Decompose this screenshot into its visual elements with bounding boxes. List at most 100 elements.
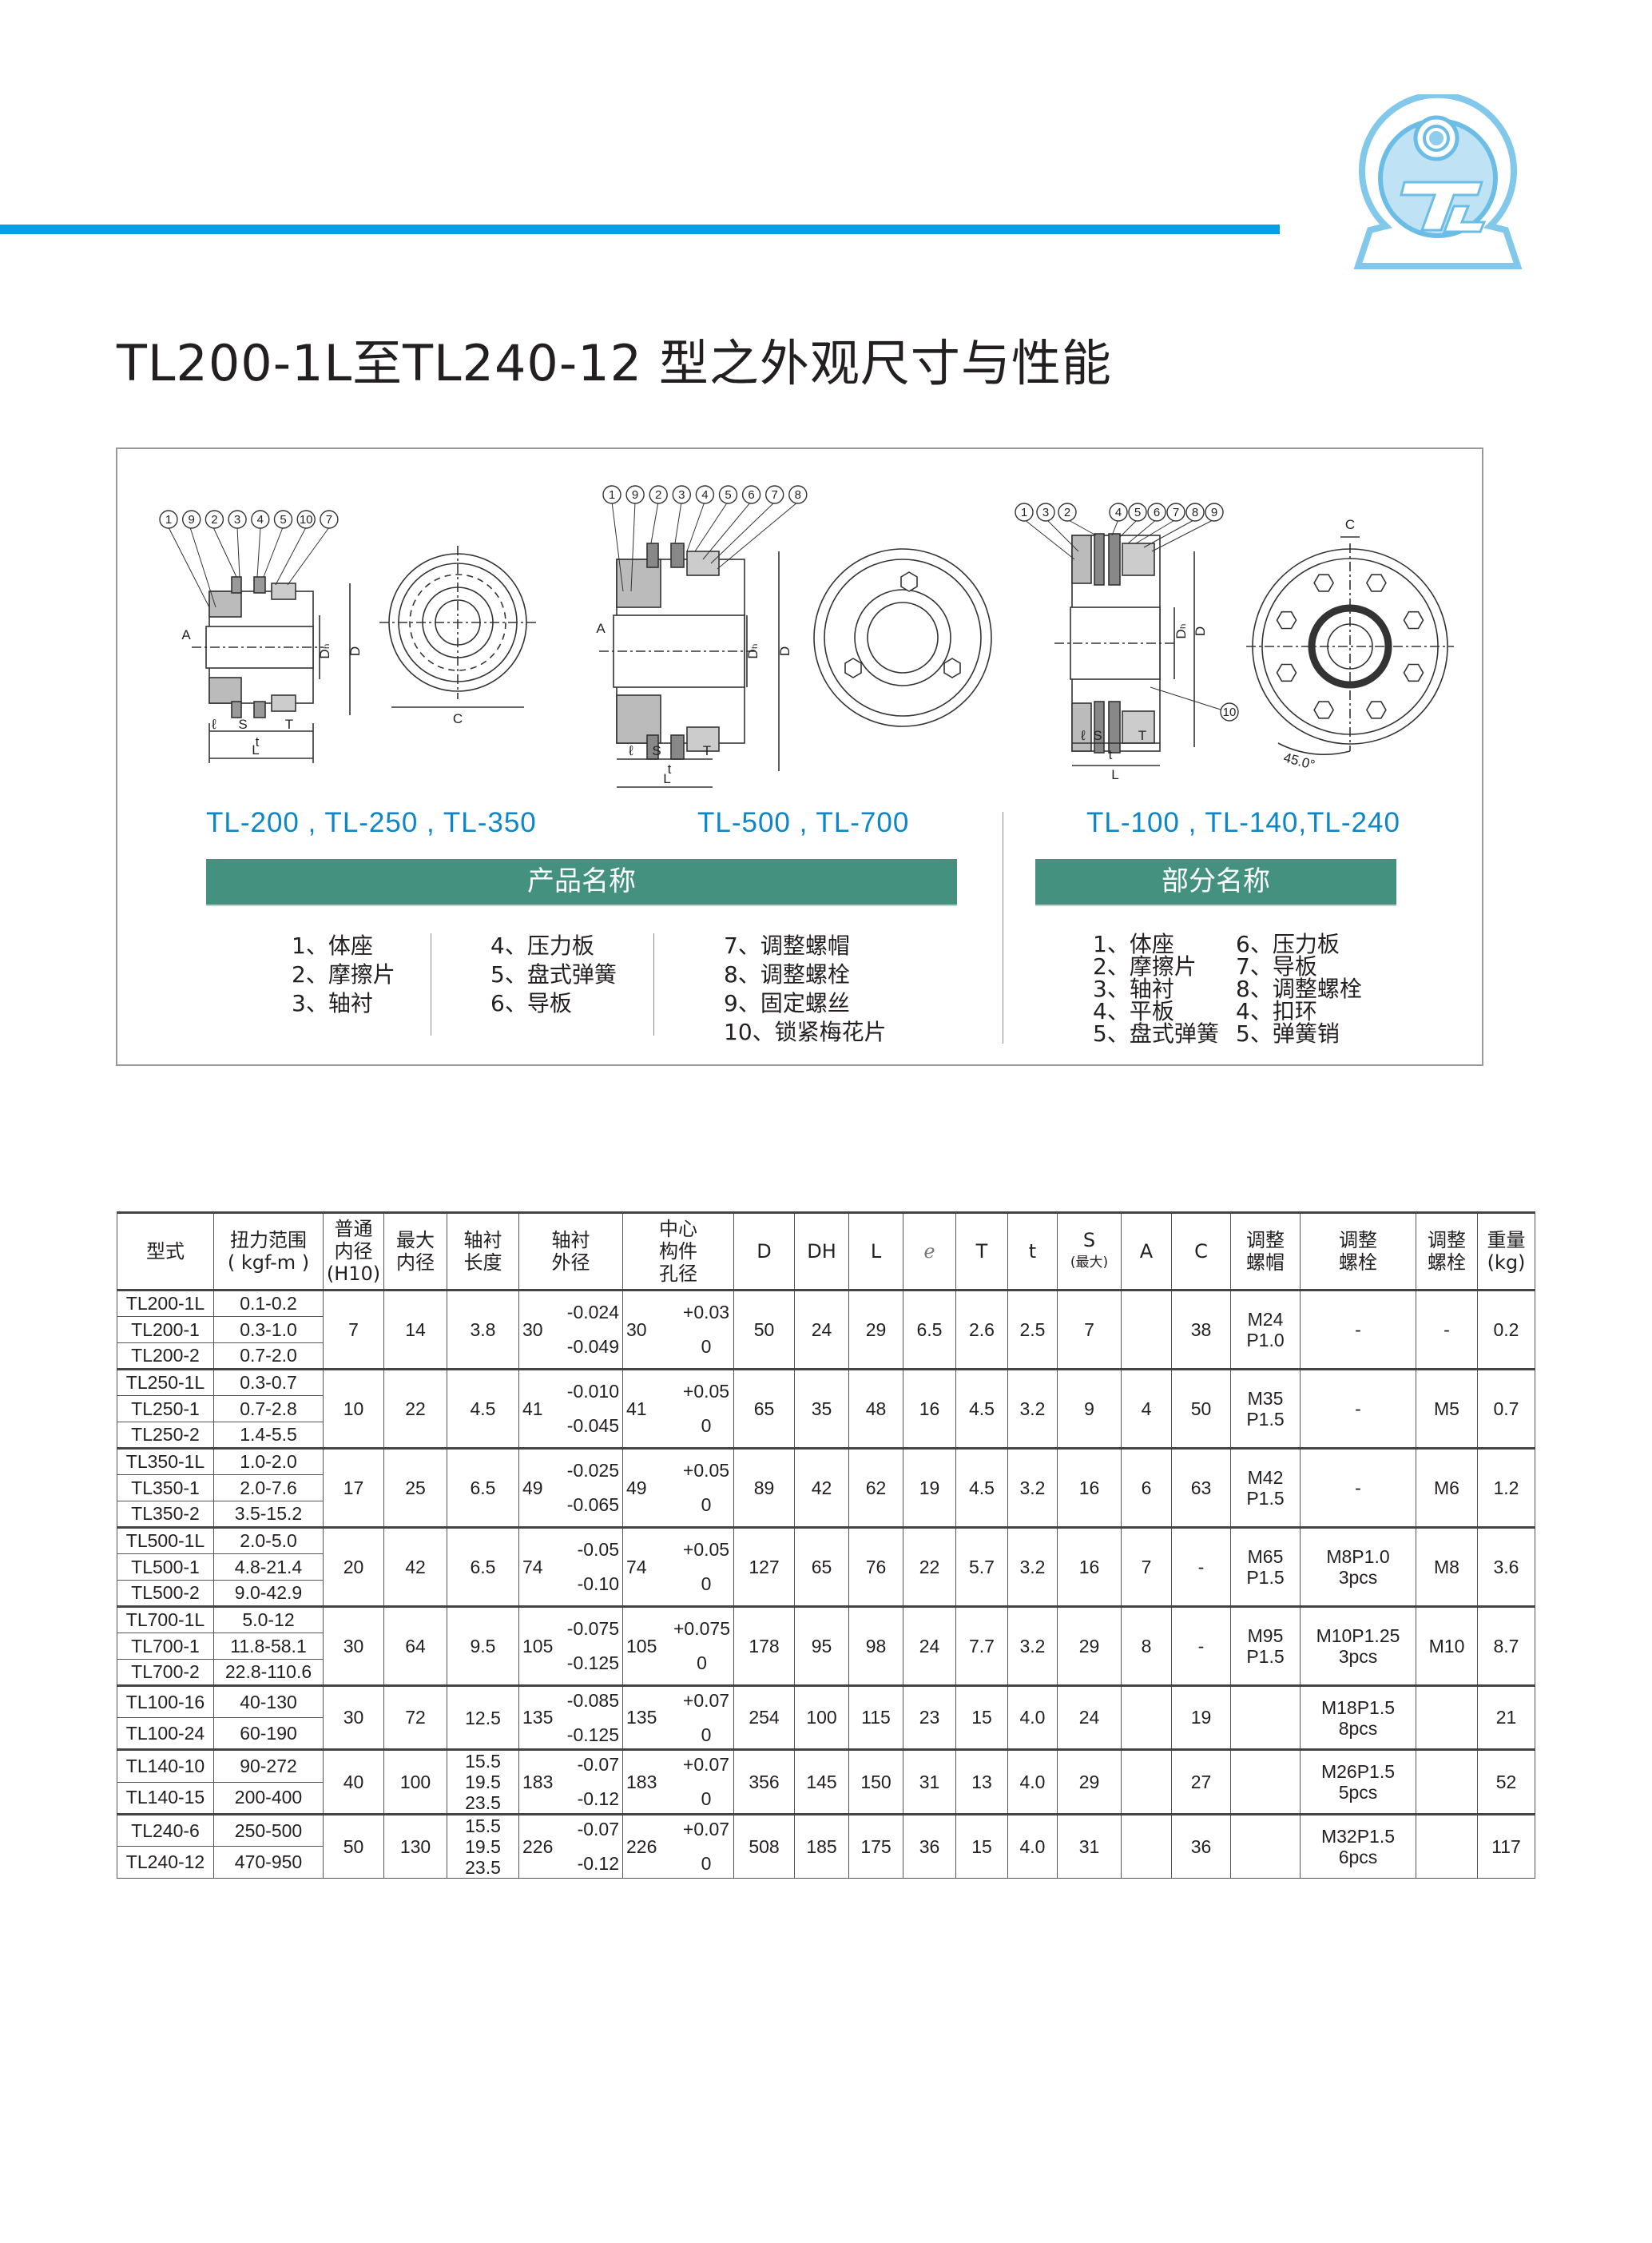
balloon-number: 3 (234, 513, 240, 527)
adjust-nut-cell: M24 P1.0 (1230, 1289, 1301, 1370)
part-number-balloon: 7 (765, 485, 784, 504)
adjust-nut-cell (1230, 1748, 1301, 1815)
weight-cell: 0.7 (1477, 1368, 1535, 1449)
s-cell: 29 (1057, 1748, 1122, 1815)
column-header-bushing-length: 轴衬 长度 (447, 1211, 519, 1291)
cell-line: M95 (1247, 1625, 1284, 1646)
table-row: TL350-2 3.5-15.2 (117, 1501, 1535, 1528)
d-cell: 89 (733, 1447, 795, 1528)
adjust-nut-cell (1230, 1813, 1301, 1879)
header-text: 螺栓 (1339, 1251, 1377, 1274)
d-cell: 508 (733, 1813, 795, 1879)
bore-cell: 17 (323, 1447, 384, 1528)
column-header-t-upper: T (955, 1211, 1008, 1291)
list-item: 6、导板 (490, 990, 572, 1016)
balloon-number: 9 (632, 488, 638, 502)
part-number-balloon: 10 (1220, 702, 1239, 722)
bushing-od-cell: 183 -0.07 -0.12 (518, 1748, 623, 1815)
technical-drawings: 1 9 2 3 4 5 10 71 9 2 3 4 5 6 7 81 3 2 4 5 6 7 8 910 A D Dₕ C L… (159, 485, 1454, 788)
column-header-l: L (848, 1211, 903, 1291)
column-header-center-bore: 中心 构件 孔径 (622, 1211, 734, 1291)
part-number-balloon: 9 (181, 510, 201, 529)
dim-label-l: L (1111, 767, 1118, 782)
cell-line: - (1355, 1477, 1361, 1498)
table-row: TL250-2 1.4-5.5 (117, 1422, 1535, 1449)
adjust-bolt-cell: - (1300, 1289, 1416, 1370)
cell-line: M26P1.5 (1320, 1761, 1396, 1782)
upper-tolerance: +0.07 (682, 1819, 730, 1839)
a-cell: 6 (1121, 1447, 1172, 1528)
cell-line: M35 (1247, 1388, 1284, 1409)
list-item: 4、扣环 (1236, 998, 1317, 1024)
hex-bolt-icon (1403, 610, 1424, 630)
header-text: 内径 (396, 1251, 435, 1274)
weight-cell: 3.6 (1477, 1526, 1535, 1607)
adjust-bolt-2-cell: M10 (1416, 1605, 1478, 1686)
hex-bolt-icon (1313, 574, 1335, 592)
t-cell: 15 (955, 1813, 1008, 1879)
a-cell: 8 (1121, 1605, 1172, 1686)
list-item: 4、平板 (1093, 998, 1174, 1024)
dh-cell: 185 (794, 1813, 849, 1879)
adjust-nut-cell: M42 P1.5 (1230, 1447, 1301, 1528)
bushing-length-cell: 15.5 19.5 23.5 (447, 1748, 519, 1815)
header-text: 型式 (146, 1240, 185, 1263)
dim-label-dh: Dₕ (1173, 623, 1189, 638)
t-cell: 3.2 (1007, 1368, 1058, 1449)
table-row: TL700-1L 5.0-12 30 64 9.5 105 -0.075 -0.125 105 +… (117, 1605, 1535, 1686)
adjust-bolt-2-cell: M6 (1416, 1447, 1478, 1528)
part-number-balloon: 1 (602, 485, 621, 504)
balloon-number: 2 (1064, 506, 1070, 519)
list-item: 2、摩擦片 (292, 961, 395, 988)
torque-range-cell: 0.3-1.0 (213, 1316, 324, 1343)
adjust-nut-cell: M95 P1.5 (1230, 1605, 1301, 1686)
dim-label-T: T (1138, 728, 1146, 743)
list-item: 5、盘式弹簧 (490, 961, 617, 988)
header-text: 调整 (1339, 1229, 1377, 1251)
adjust-bolt-2-cell: M8 (1416, 1526, 1478, 1607)
list-item: 7、调整螺帽 (724, 933, 850, 959)
hex-bolt-icon (1276, 610, 1297, 630)
lower-tolerance: -0.045 (566, 1415, 619, 1436)
lower-tolerance: -0.049 (566, 1336, 619, 1357)
part-number-balloon: 9 (1205, 503, 1224, 522)
torque-range-cell: 9.0-42.9 (213, 1580, 324, 1607)
header-text: 最大 (396, 1229, 435, 1251)
page-title: TL200-1L至TL240-12 型之外观尺寸与性能 (117, 334, 1112, 392)
upper-tolerance: -0.07 (577, 1754, 619, 1775)
part-number-balloon: 2 (205, 510, 224, 529)
max-bore-cell: 22 (383, 1368, 447, 1449)
balloon-number: 5 (725, 488, 731, 502)
torque-range-cell: 0.7-2.8 (213, 1395, 324, 1422)
column-header-t-lower: t (1007, 1211, 1058, 1291)
table-header-row: 型式 扭力范围( kgf-m ) 普通 内径 (H10) 最大 内径 轴衬 长度 轴衬 外径 中心 构件… (117, 1211, 1535, 1291)
part-names-heading: 部分名称 (1035, 859, 1396, 905)
column-header-model: 型式 (117, 1211, 214, 1291)
model-cell: TL200-1L (117, 1289, 214, 1317)
product-names-col-2: 4、压力板 5、盘式弹簧 6、导板 (490, 932, 617, 1018)
bushing-od-cell: 30 -0.024 -0.049 (518, 1289, 623, 1370)
balloon-number: 1 (609, 488, 615, 502)
table-row: TL200-1L 0.1-0.2 7 14 3.8 30 -0.024 -0.049 30 +0.… (117, 1289, 1535, 1370)
torque-range-cell: 470-950 (213, 1846, 324, 1879)
balloon-number: 10 (300, 513, 313, 527)
c-cell: 36 (1171, 1813, 1231, 1879)
cell-line: 6pcs (1338, 1847, 1378, 1867)
header-accent-bar (0, 225, 1280, 234)
tl-logo-icon (1353, 94, 1523, 269)
e-cell: 23 (903, 1684, 956, 1750)
model-cell: TL250-1 (117, 1395, 214, 1422)
lower-tolerance: 0 (697, 1652, 707, 1673)
model-cell: TL200-2 (117, 1342, 214, 1370)
dim-label-c: C (453, 711, 463, 726)
lower-tolerance: 0 (701, 1573, 712, 1594)
model-cell: TL140-10 (117, 1748, 214, 1783)
part-names-col-2: 6、压力板 7、导板 8、调整螺栓 4、扣环 5、弹簧销 (1236, 933, 1362, 1045)
cell-line: 23.5 (465, 1792, 501, 1813)
torque-range-cell: 3.5-15.2 (213, 1501, 324, 1528)
cell-line: 8pcs (1338, 1717, 1378, 1739)
header-text: 轴衬 (463, 1229, 502, 1251)
cell-line: - (1355, 1398, 1361, 1419)
upper-tolerance: -0.010 (566, 1381, 619, 1402)
header-text: 普通 (334, 1218, 373, 1240)
